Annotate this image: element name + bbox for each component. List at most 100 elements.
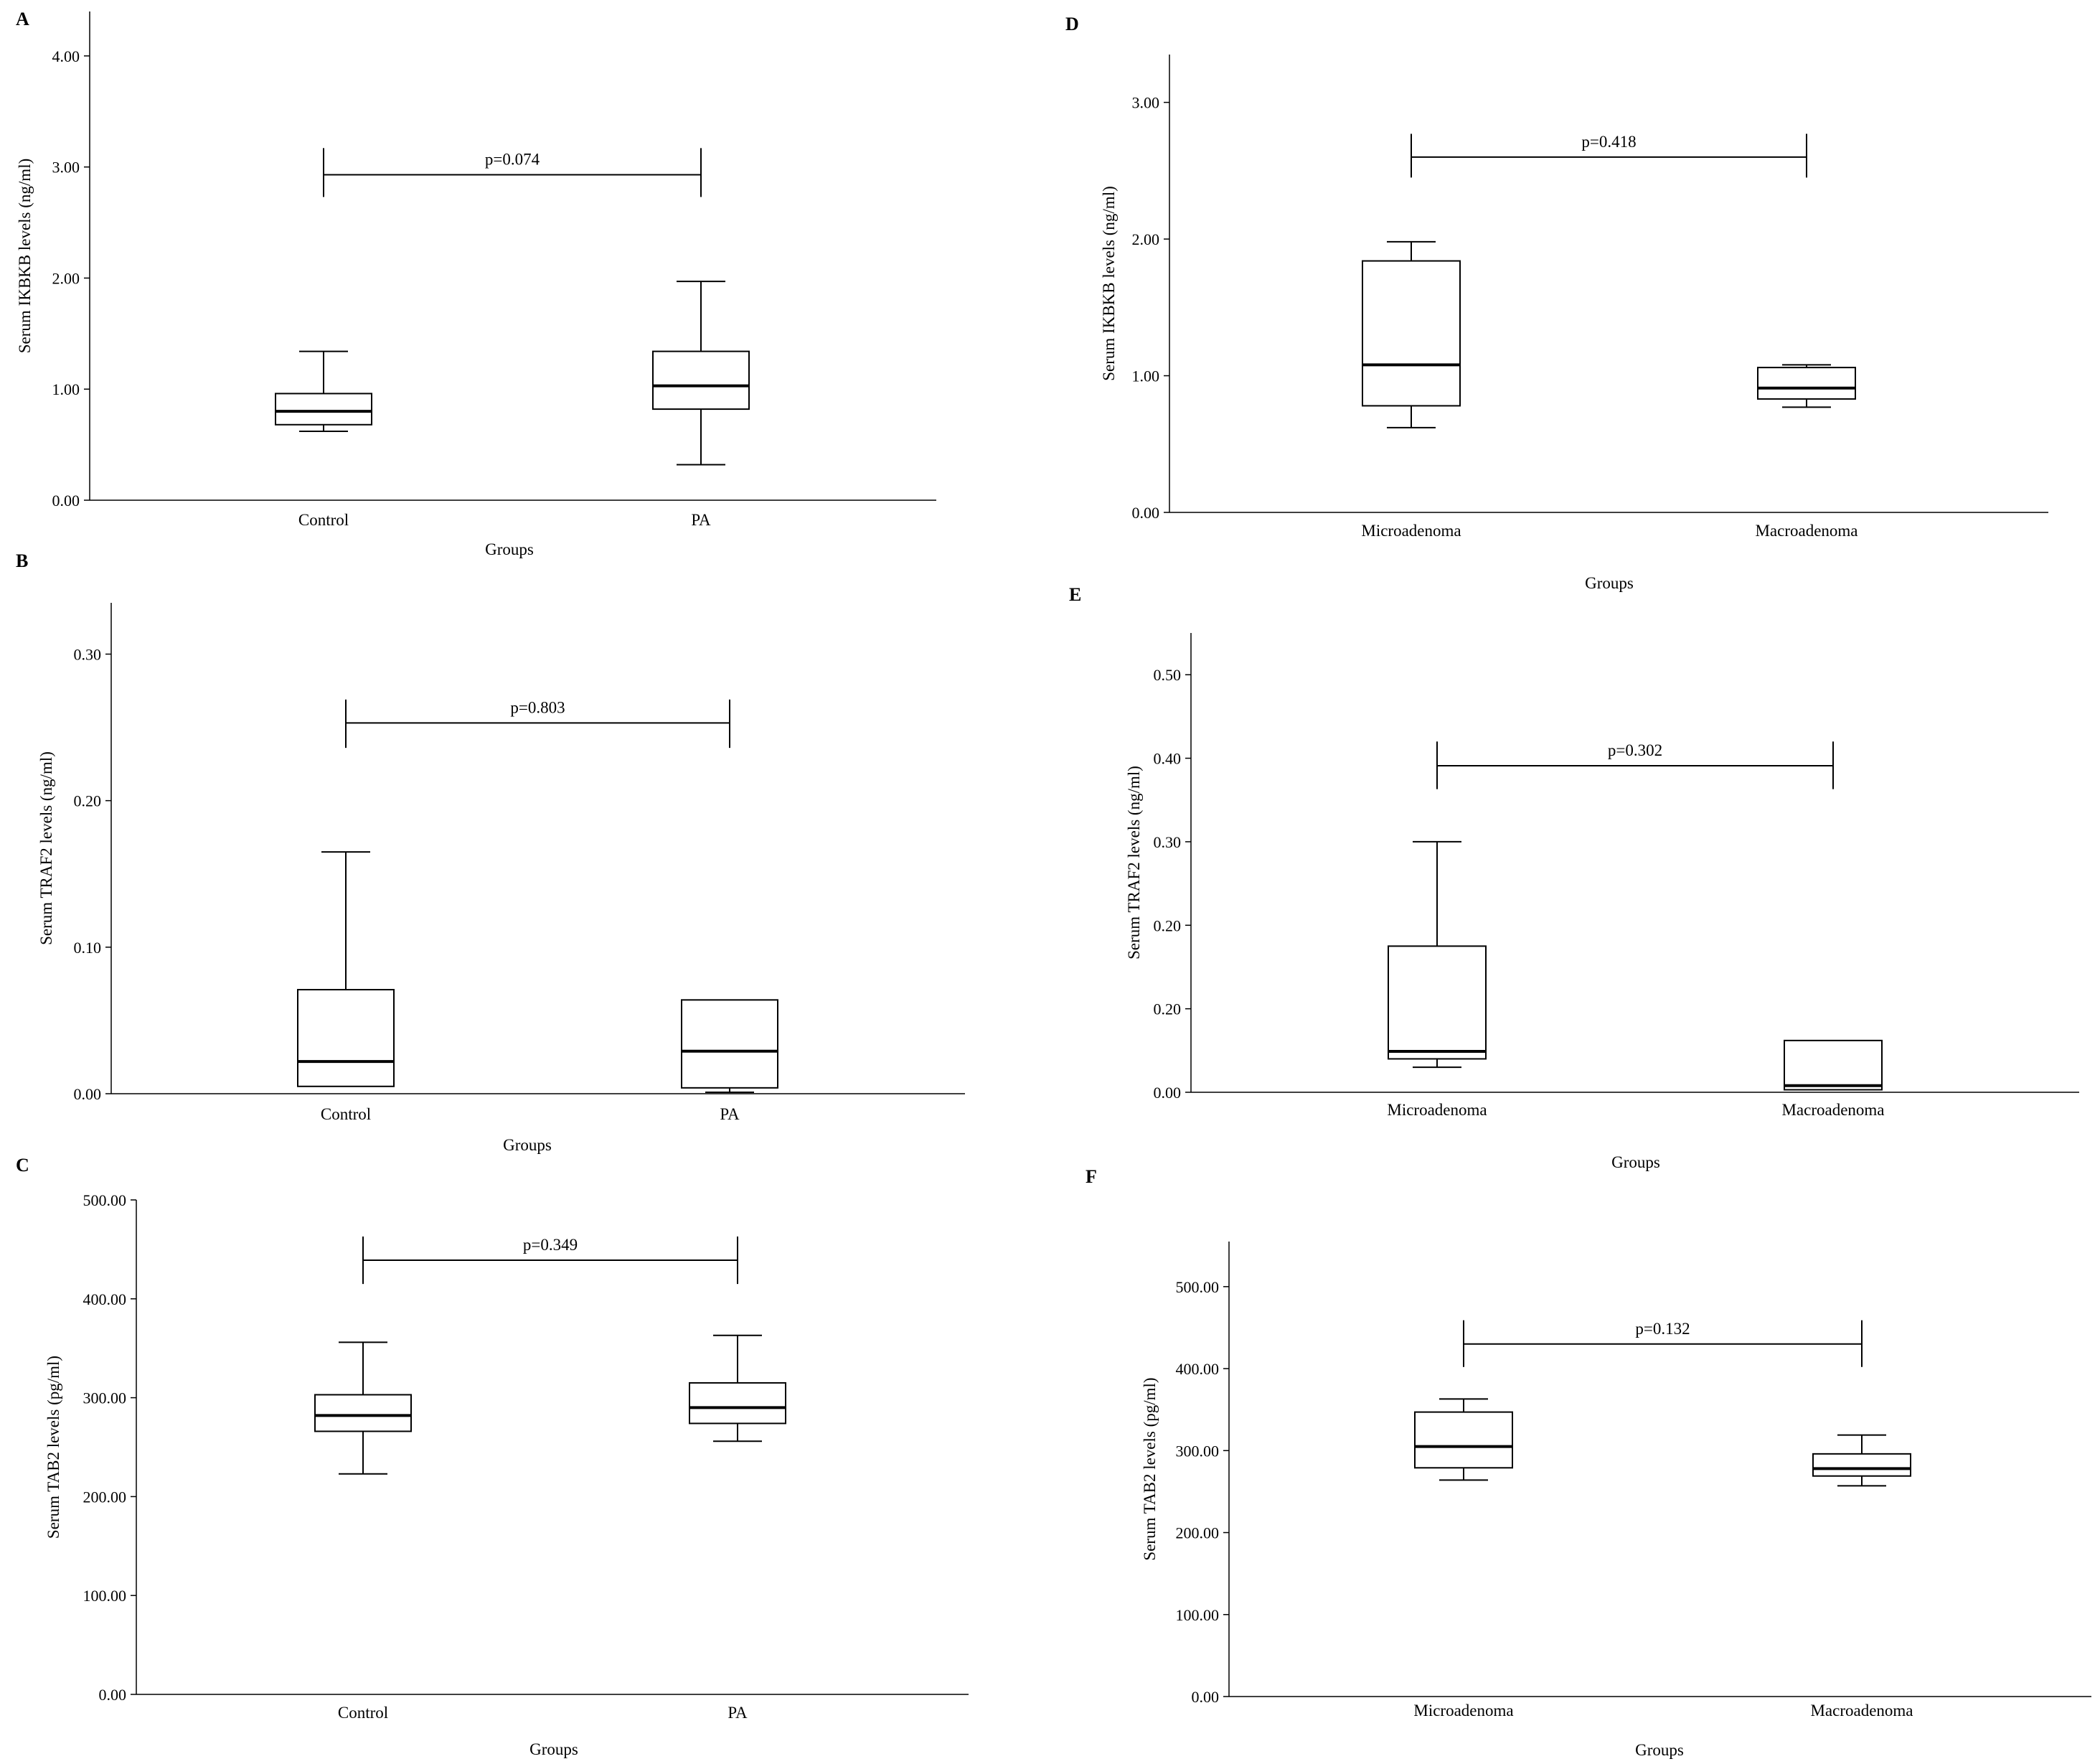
- box-control: [314, 1341, 412, 1475]
- y-tick-label: 0.20: [1154, 1000, 1182, 1018]
- y-tick-label: 0.10: [74, 939, 102, 957]
- x-category-label: Microadenoma: [1413, 1702, 1513, 1720]
- chart-panel-c: C 0.00 100.00 200.00 300.00 400.00 500.00 Serum…: [16, 1155, 969, 1758]
- y-tick-label: 0.00: [74, 1085, 102, 1103]
- y-tick-label: 1.00: [1132, 367, 1160, 385]
- box-rect: [1414, 1411, 1513, 1469]
- p-value-label: p=0.803: [510, 698, 565, 716]
- box-rect: [689, 1381, 786, 1425]
- box-rect: [681, 999, 778, 1089]
- y-tick-label: 400.00: [83, 1290, 127, 1308]
- box-rect: [1388, 945, 1487, 1060]
- chart-panel-b: B 0.00 0.10 0.20 0.30 Serum TRAF2 levels (ng/…: [16, 550, 965, 1154]
- y-tick-label: 100.00: [83, 1587, 127, 1605]
- chart-panel-e: E 0.00 0.20 0.20 0.30 0.40 0.50 Serum TRAF2 lev…: [1069, 584, 2079, 1171]
- significance-bracket: p=0.302: [1436, 741, 1834, 789]
- panel-label: E: [1069, 584, 1081, 605]
- x-category-label: Microadenoma: [1387, 1101, 1487, 1119]
- p-value-label: p=0.074: [485, 151, 540, 169]
- y-axis-title: Serum IKBKB levels (ng/ml): [1100, 186, 1118, 381]
- p-value-label: p=0.302: [1608, 741, 1662, 759]
- p-value-label: p=0.418: [1581, 133, 1636, 151]
- box-microadenoma: [1414, 1398, 1513, 1481]
- x-axis-title: Groups: [1585, 574, 1634, 592]
- panel-label: A: [16, 9, 29, 29]
- significance-bracket: p=0.349: [362, 1236, 738, 1285]
- y-tick-label: 500.00: [1176, 1278, 1220, 1296]
- y-axis-title: Serum IKBKB levels (ng/ml): [16, 159, 34, 354]
- significance-bracket: p=0.418: [1411, 133, 1807, 178]
- y-tick-label: 300.00: [83, 1389, 127, 1407]
- y-tick-label: 1.00: [52, 380, 80, 398]
- y-tick-label: 2.00: [52, 269, 80, 287]
- box-control: [297, 851, 395, 1087]
- y-tick-label: 0.30: [1154, 833, 1182, 851]
- box-microadenoma: [1362, 240, 1461, 428]
- y-tick-label: 0.20: [74, 792, 102, 810]
- y-tick-label: 0.00: [1154, 1084, 1182, 1102]
- y-tick-label: 0.30: [74, 645, 102, 663]
- x-category-label: PA: [691, 511, 711, 529]
- y-tick-label: 0.40: [1154, 750, 1182, 768]
- significance-bracket: p=0.132: [1463, 1320, 1863, 1367]
- x-category-label: Macroadenoma: [1755, 522, 1857, 540]
- x-category-label: Control: [338, 1704, 388, 1722]
- box-rect: [652, 350, 750, 410]
- panel-label: B: [16, 550, 28, 571]
- box-rect: [1812, 1453, 1911, 1477]
- x-category-label: Macroadenoma: [1781, 1101, 1884, 1119]
- x-axis-title: Groups: [1635, 1741, 1684, 1759]
- y-tick-label: 4.00: [52, 47, 80, 65]
- y-tick-label: 300.00: [1176, 1442, 1220, 1460]
- y-tick-label: 400.00: [1176, 1360, 1220, 1378]
- y-tick-label: 200.00: [1176, 1524, 1220, 1542]
- p-value-label: p=0.132: [1635, 1320, 1690, 1338]
- y-axis-title: Serum TRAF2 levels (ng/ml): [1125, 766, 1143, 960]
- x-category-label: Control: [298, 511, 349, 529]
- y-tick-label: 0.00: [99, 1686, 127, 1704]
- y-tick-label: 0.00: [1192, 1688, 1220, 1706]
- y-tick-label: 0.50: [1154, 666, 1182, 684]
- box-control: [275, 350, 372, 433]
- p-value-label: p=0.349: [523, 1236, 578, 1254]
- box-rect: [1757, 367, 1856, 400]
- panel-label: D: [1065, 14, 1079, 34]
- significance-bracket: p=0.803: [345, 698, 730, 749]
- x-category-label: PA: [720, 1105, 740, 1123]
- y-axis-title: Serum TAB2 levels (pg/ml): [1141, 1377, 1159, 1560]
- y-tick-label: 2.00: [1132, 230, 1160, 248]
- y-tick-label: 0.20: [1154, 916, 1182, 934]
- x-category-label: Control: [321, 1105, 371, 1123]
- y-tick-label: 3.00: [52, 159, 80, 177]
- box-macroadenoma: [1812, 1434, 1911, 1487]
- chart-panel-a: A 0.00 1.00 2.00 3.00 4.00 Serum IKBKB levels …: [16, 9, 936, 558]
- y-tick-label: 200.00: [83, 1488, 127, 1506]
- x-category-label: PA: [728, 1704, 748, 1722]
- chart-panel-d: D 0.00 1.00 2.00 3.00 Serum IKBKB levels (ng/…: [1065, 14, 2048, 592]
- box-rect: [297, 989, 395, 1087]
- x-axis-title: Groups: [529, 1740, 578, 1758]
- x-axis-title: Groups: [1611, 1153, 1660, 1171]
- y-tick-label: 0.00: [52, 492, 80, 510]
- box-macroadenoma: [1784, 1039, 1883, 1091]
- box-microadenoma: [1388, 840, 1487, 1069]
- box-rect: [1362, 260, 1461, 407]
- box-rect: [1784, 1039, 1883, 1091]
- x-axis-title: Groups: [503, 1136, 552, 1154]
- y-tick-label: 500.00: [83, 1191, 127, 1209]
- y-axis-title: Serum TAB2 levels (pg/ml): [44, 1356, 62, 1539]
- panel-label: F: [1086, 1166, 1097, 1187]
- box-rect: [314, 1394, 412, 1432]
- box-pa: [681, 999, 778, 1093]
- box-pa: [689, 1334, 786, 1442]
- box-pa: [652, 281, 750, 466]
- chart-panel-f: F 0.00 100.00 200.00 300.00 400.00 500.00 Serum…: [1086, 1166, 2091, 1759]
- box-macroadenoma: [1757, 364, 1856, 408]
- y-tick-label: 100.00: [1176, 1606, 1220, 1624]
- y-axis-title: Serum TRAF2 levels (ng/ml): [37, 751, 55, 945]
- x-category-label: Microadenoma: [1361, 522, 1461, 540]
- x-axis-title: Groups: [485, 540, 534, 558]
- significance-bracket: p=0.074: [323, 148, 702, 197]
- y-tick-label: 0.00: [1132, 504, 1160, 522]
- box-rect: [275, 393, 372, 426]
